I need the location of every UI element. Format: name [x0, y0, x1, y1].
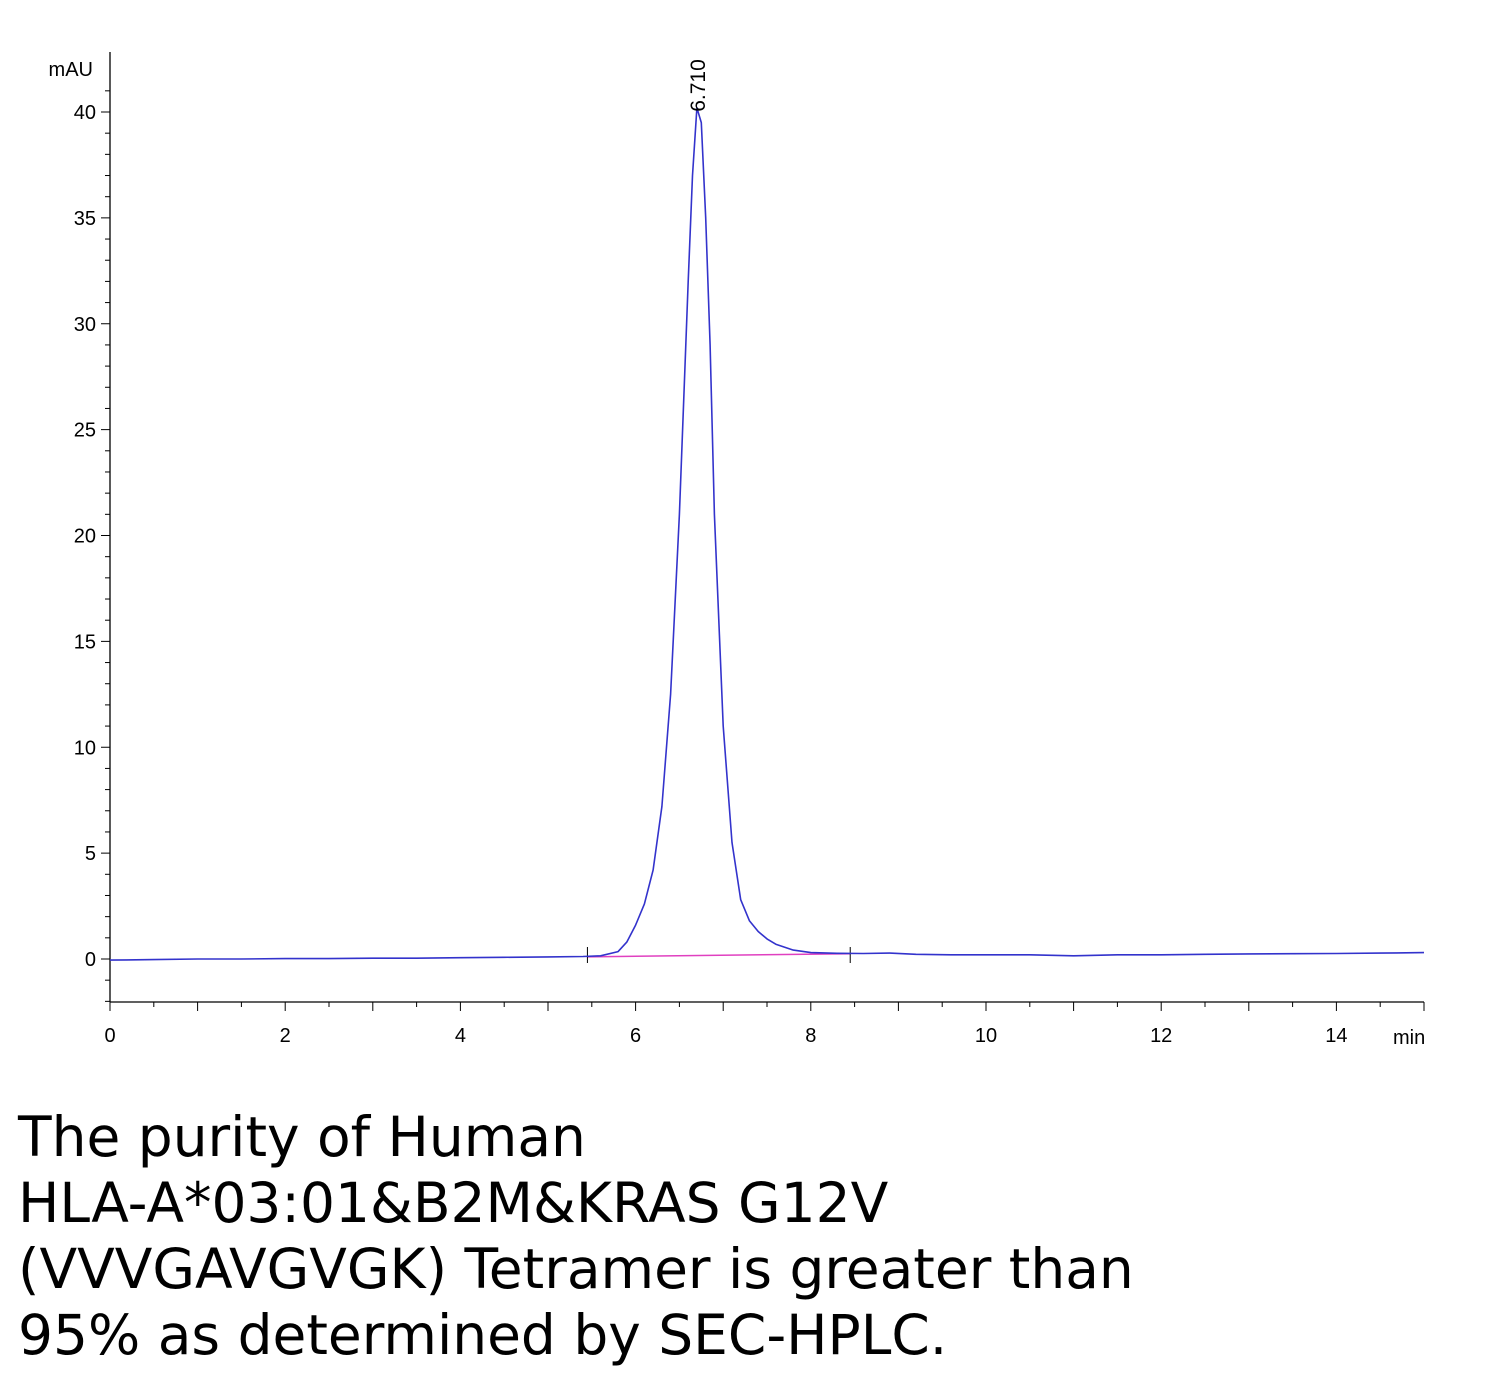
- y-tick-label: 0: [85, 949, 96, 971]
- y-tick-label: 20: [74, 526, 96, 548]
- data-marks: 6.710: [109, 59, 1425, 963]
- y-tick-label: 10: [74, 737, 96, 759]
- y-axis-unit-label: mAU: [49, 59, 93, 81]
- peak-retention-label: 6.710: [687, 59, 710, 112]
- axes: [109, 52, 1424, 1003]
- y-tick-label: 15: [74, 631, 96, 653]
- caption-line-2: HLA-A*03:01&B2M&KRAS G12V: [18, 1171, 889, 1235]
- x-tick-label: 10: [975, 1025, 997, 1047]
- y-tick-label: 30: [74, 314, 96, 336]
- caption-line-1: The purity of Human: [18, 1105, 586, 1169]
- figure-caption: The purity of Human HLA-A*03:01&B2M&KRAS…: [18, 1104, 1478, 1368]
- x-tick-label: 14: [1325, 1025, 1347, 1047]
- x-tick-label: 0: [104, 1025, 115, 1047]
- x-tick-label: 2: [280, 1025, 291, 1047]
- chromatogram-trace: [109, 107, 1425, 961]
- x-tick-label: 12: [1150, 1025, 1172, 1047]
- caption-line-3: (VVVGAVGVGK) Tetramer is greater than: [18, 1237, 1134, 1301]
- chromatogram-chart: 0 5 10 15 20 25 30 35 40 0 2 4 6 8 10 12 14 6.710 mAU mi…: [49, 52, 1425, 1049]
- x-tick-label: 4: [455, 1025, 466, 1047]
- ticks: 0 5 10 15 20 25 30 35 40 0 2 4 6 8 10 12 14: [74, 90, 1425, 1047]
- caption-line-4: 95% as determined by SEC-HPLC.: [18, 1303, 948, 1367]
- x-tick-label: 8: [805, 1025, 816, 1047]
- x-axis-unit-label: min: [1393, 1027, 1425, 1049]
- y-tick-label: 35: [74, 208, 96, 230]
- integration-baseline: [587, 952, 851, 958]
- x-tick-label: 6: [630, 1025, 641, 1047]
- y-tick-label: 40: [74, 102, 96, 124]
- y-tick-label: 25: [74, 420, 96, 442]
- y-tick-label: 5: [85, 843, 96, 865]
